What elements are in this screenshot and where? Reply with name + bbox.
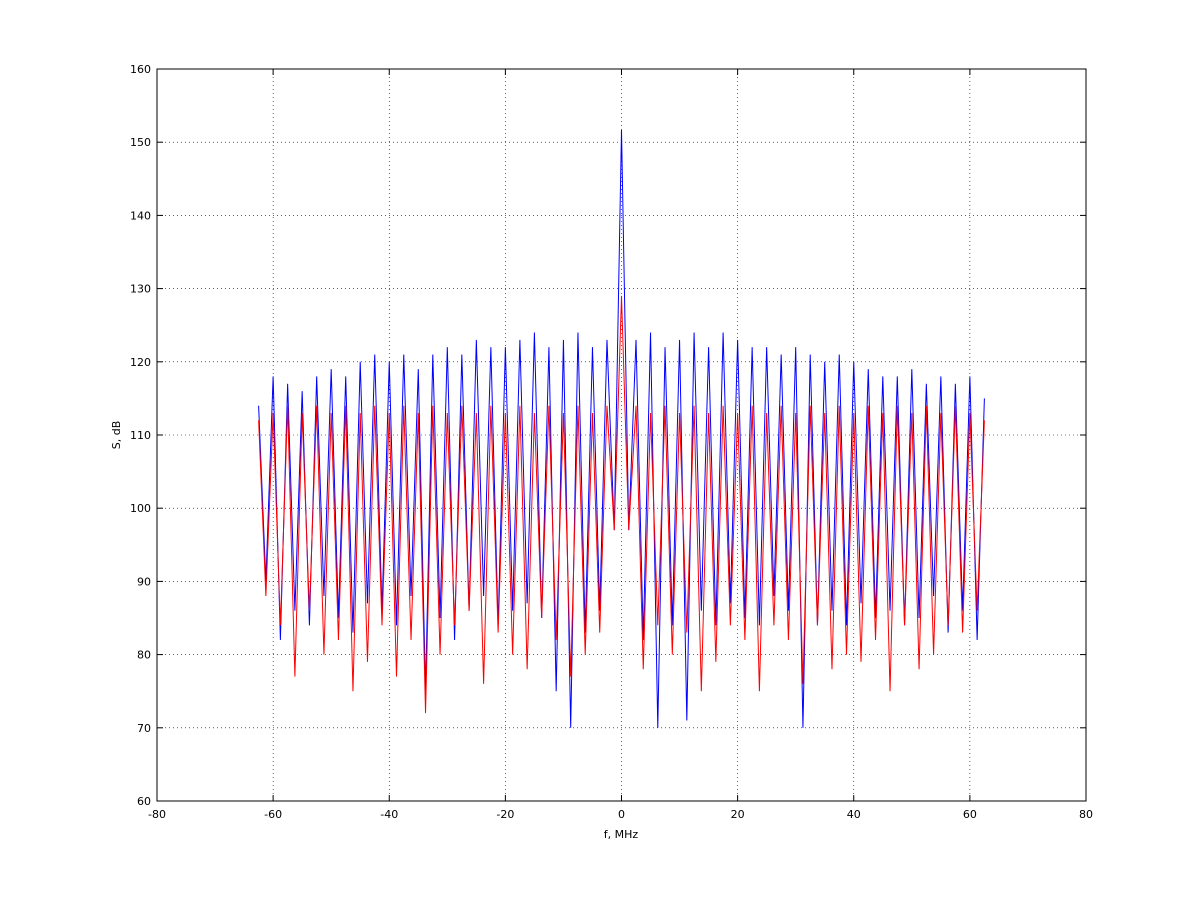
x-tick-label: 0 [618, 808, 625, 821]
y-tick-label: 100 [130, 502, 151, 515]
y-tick-label: 60 [137, 795, 151, 808]
series-line [258, 129, 985, 728]
y-tick-label: 130 [130, 283, 151, 296]
y-axis-label: S, dB [110, 421, 123, 450]
plot-frame [156, 68, 1087, 802]
x-tick-label: -20 [496, 808, 514, 821]
y-tick-label: 150 [130, 136, 151, 149]
y-tick-label: 110 [130, 429, 151, 442]
y-tick-label: 160 [130, 63, 151, 76]
y-tick-label: 120 [130, 356, 151, 369]
series-line [258, 295, 985, 714]
x-tick-label: 80 [1079, 808, 1093, 821]
x-tick-label: -80 [148, 808, 166, 821]
x-tick-label: -40 [380, 808, 398, 821]
x-axis-label: f, MHz [604, 828, 639, 841]
y-tick-label: 140 [130, 209, 151, 222]
x-tick-label: -60 [264, 808, 282, 821]
y-tick-label: 90 [137, 575, 151, 588]
x-tick-label: 60 [963, 808, 977, 821]
x-tick-label: 40 [847, 808, 861, 821]
x-tick-label: 20 [731, 808, 745, 821]
y-tick-label: 80 [137, 649, 151, 662]
y-tick-label: 70 [137, 722, 151, 735]
